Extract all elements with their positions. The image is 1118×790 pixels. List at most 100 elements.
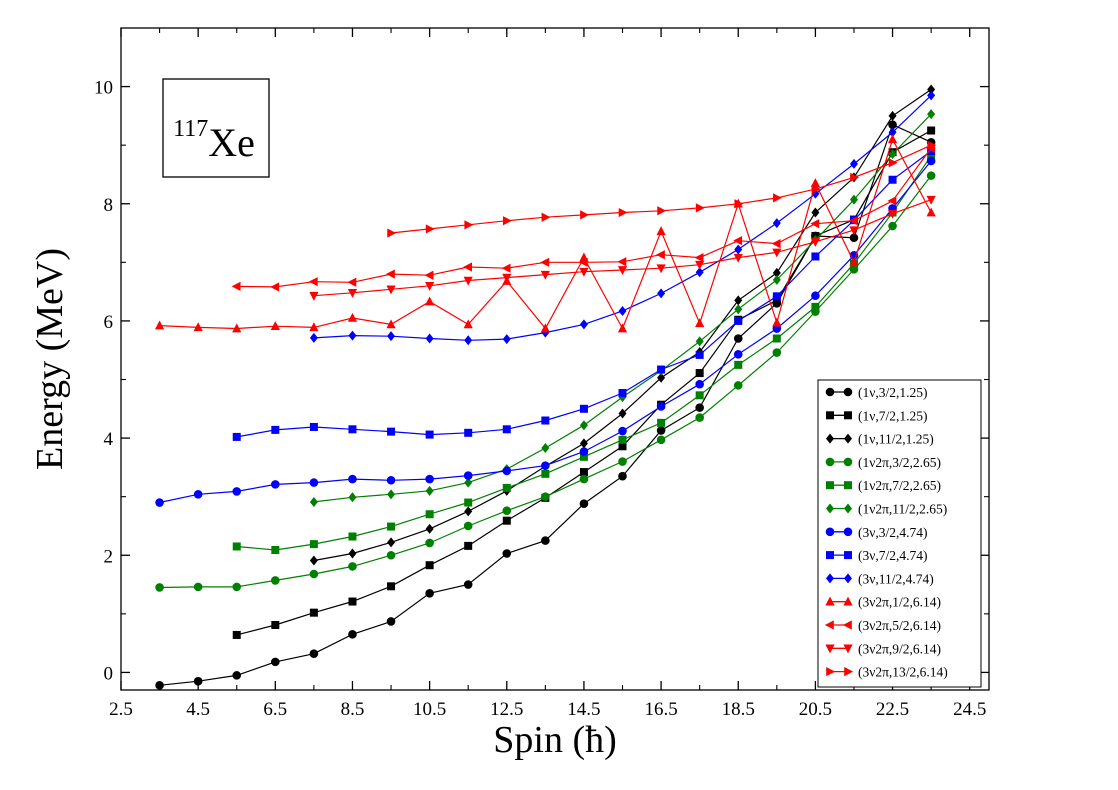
- x-tick-label: 18.5: [722, 699, 755, 720]
- data-point: [849, 158, 858, 169]
- data-point: [888, 120, 897, 129]
- data-point: [656, 435, 666, 445]
- data-point: [271, 657, 280, 667]
- data-point: [309, 322, 319, 332]
- x-tick-label: 2.5: [109, 699, 133, 720]
- data-point: [348, 630, 357, 639]
- data-point: [926, 156, 936, 166]
- data-point: [387, 489, 396, 500]
- data-point: [463, 319, 473, 329]
- data-point: [387, 427, 396, 436]
- data-point: [464, 498, 473, 507]
- data-point: [502, 273, 512, 283]
- data-point: [772, 218, 781, 229]
- data-point: [463, 521, 473, 531]
- legend-marker-left: [826, 551, 834, 560]
- series-12: [309, 195, 936, 301]
- data-point: [155, 681, 164, 690]
- data-point: [502, 334, 511, 345]
- data-point: [695, 379, 704, 389]
- data-point: [270, 321, 280, 330]
- data-point: [309, 291, 319, 301]
- data-point: [541, 536, 550, 545]
- data-point: [618, 471, 627, 481]
- x-tick-label: 22.5: [876, 699, 909, 720]
- data-point: [927, 151, 936, 160]
- legend-marker-right: [844, 481, 852, 490]
- data-point: [849, 226, 859, 236]
- data-point: [425, 485, 434, 496]
- data-point: [154, 320, 165, 330]
- legend-marker-right: [844, 411, 852, 420]
- legend-label: (1ν,11/2,1.25): [858, 432, 934, 447]
- data-point: [927, 126, 936, 135]
- data-point: [387, 228, 397, 238]
- data-point: [733, 350, 743, 359]
- data-point: [617, 257, 627, 267]
- data-point: [271, 425, 280, 434]
- data-point: [655, 250, 665, 260]
- y-tick-label: 4: [104, 429, 114, 450]
- data-point: [733, 334, 743, 343]
- data-point: [348, 597, 357, 606]
- legend-marker-left: [826, 573, 834, 584]
- data-point: [271, 576, 280, 585]
- data-point: [425, 589, 434, 598]
- data-point: [888, 127, 897, 138]
- data-point: [734, 244, 743, 255]
- legend-marker-left: [826, 411, 834, 420]
- data-point: [618, 408, 627, 419]
- data-point: [580, 210, 590, 220]
- data-point: [464, 541, 473, 550]
- data-point: [734, 316, 743, 325]
- series-line: [313, 94, 932, 341]
- data-point: [232, 323, 242, 333]
- data-point: [193, 582, 203, 592]
- legend-marker-left: [825, 457, 835, 467]
- data-point: [733, 381, 743, 390]
- data-point: [463, 471, 473, 480]
- data-point: [810, 178, 820, 188]
- x-tick-label: 20.5: [799, 699, 832, 720]
- data-point: [464, 335, 473, 346]
- x-tick-label: 16.5: [644, 699, 677, 720]
- data-point: [926, 207, 936, 217]
- data-point: [811, 184, 821, 194]
- data-point: [887, 196, 897, 206]
- data-point: [927, 147, 936, 156]
- series-13: [387, 140, 937, 238]
- data-point: [695, 203, 705, 213]
- legend-marker-left: [824, 620, 834, 630]
- data-point: [425, 561, 434, 570]
- x-tick-label: 8.5: [341, 699, 365, 720]
- legend-entry: (3ν2π,5/2,6.14): [824, 618, 941, 633]
- y-tick-label: 6: [104, 312, 114, 333]
- data-point: [348, 474, 357, 484]
- data-point: [618, 207, 628, 218]
- legend-marker-left: [825, 527, 835, 537]
- data-point: [387, 537, 396, 548]
- data-point: [618, 457, 627, 466]
- data-point: [772, 348, 782, 357]
- data-point: [810, 238, 820, 247]
- mass-number: 117: [173, 116, 208, 142]
- data-point: [502, 425, 511, 434]
- data-point: [927, 84, 936, 95]
- legend-label: (3ν,7/2,4.74): [858, 548, 927, 563]
- data-point: [618, 305, 627, 316]
- data-point: [464, 506, 473, 517]
- data-point: [386, 550, 396, 560]
- legend-entry: (1ν2π,7/2,2.65): [826, 478, 941, 493]
- legend-label: (1ν2π,3/2,2.65): [858, 455, 941, 470]
- data-point: [425, 523, 434, 534]
- data-point: [502, 483, 511, 492]
- legend-label: (3ν2π,9/2,6.14): [858, 641, 941, 656]
- x-tick-label: 14.5: [567, 699, 600, 720]
- data-point: [579, 499, 589, 509]
- data-point: [502, 216, 512, 226]
- legend-marker-right: [843, 457, 853, 467]
- legend-label: (1ν2π,7/2,2.65): [858, 478, 941, 493]
- x-tick-label: 6.5: [263, 699, 287, 720]
- data-point: [464, 220, 474, 230]
